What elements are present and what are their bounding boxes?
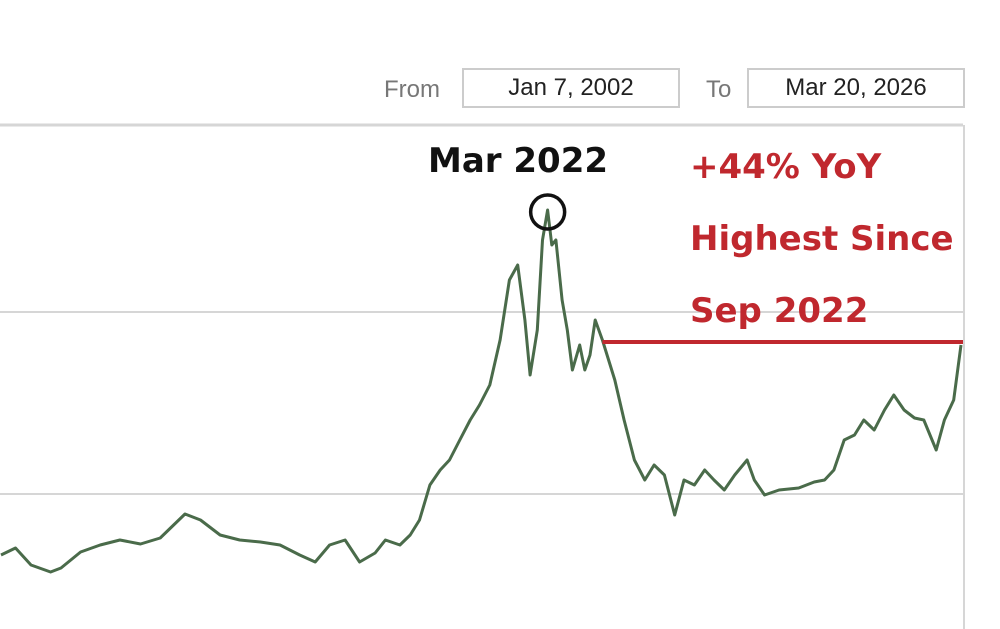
note-line-2: Highest Since bbox=[690, 219, 954, 259]
peak-circle bbox=[528, 193, 567, 231]
peak-annotation-label: Mar 2022 bbox=[428, 141, 608, 181]
series-line bbox=[0, 208, 963, 574]
from-date-input[interactable]: Jan 7, 2002 bbox=[462, 68, 680, 108]
note-line-1: +44% YoY bbox=[690, 147, 882, 187]
to-label: To bbox=[706, 76, 732, 103]
to-date-input[interactable]: Mar 20, 2026 bbox=[747, 68, 965, 108]
note-line-3: Sep 2022 bbox=[690, 291, 868, 331]
to-label-wrap: To bbox=[706, 68, 731, 112]
from-label-wrap: From bbox=[384, 68, 440, 112]
from-label: From bbox=[384, 76, 440, 103]
